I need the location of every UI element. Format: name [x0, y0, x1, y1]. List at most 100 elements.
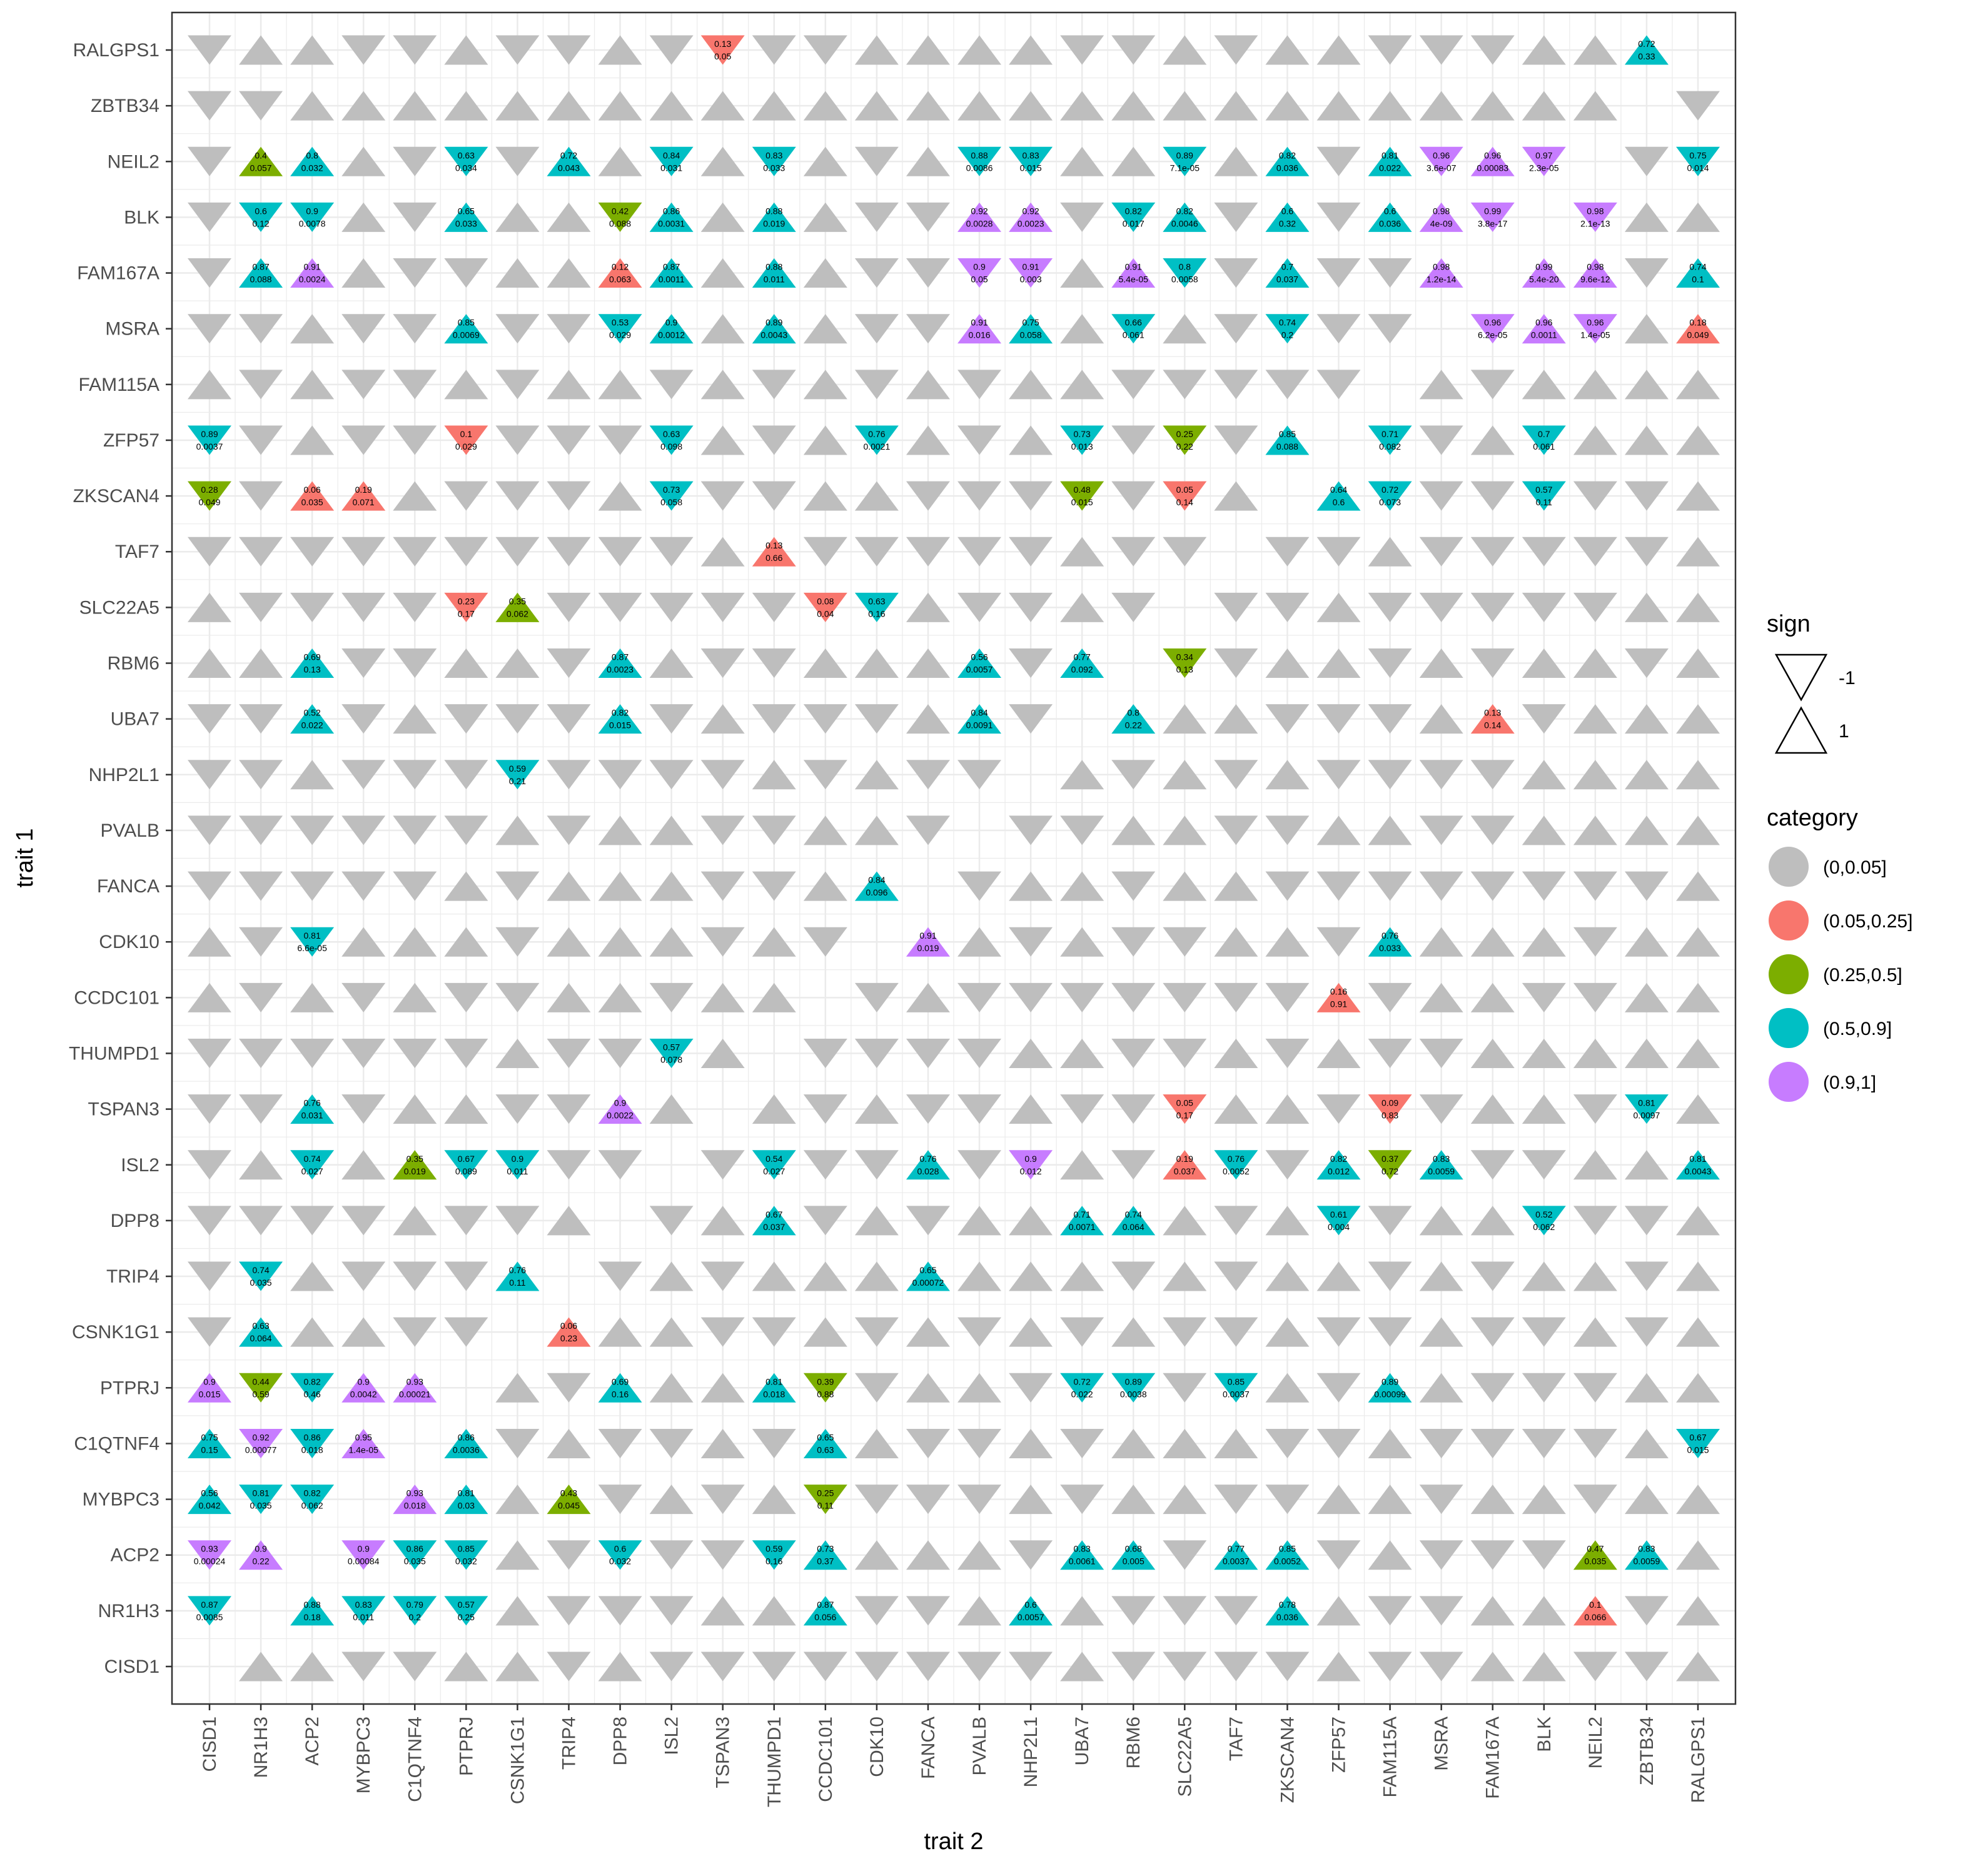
triangle-point	[906, 202, 950, 232]
triangle-point	[1265, 1317, 1310, 1347]
triangle-point	[188, 1150, 231, 1180]
highlighted-triangle-point	[290, 202, 335, 232]
y-tick-label: MYBPC3	[83, 1490, 159, 1510]
legend-category-swatch	[1769, 1062, 1809, 1102]
point-label-bottom: 6.6e-05	[297, 943, 327, 953]
x-axis-title: trait 2	[924, 1828, 983, 1855]
triangle-point	[803, 314, 847, 344]
point-label-bottom: 0.0031	[658, 218, 685, 228]
point-label-top: 0.85	[1279, 1544, 1296, 1554]
legend-category-label: (0,0.05]	[1823, 857, 1887, 878]
y-tick-label: ZBTB34	[91, 96, 159, 116]
triangle-point	[957, 425, 1002, 455]
triangle-point	[957, 760, 1002, 790]
triangle-point	[1316, 648, 1361, 678]
point-label-top: 0.98	[1587, 206, 1604, 216]
x-tick-label: FAM115A	[1380, 1717, 1401, 1798]
point-label-bottom: 0.12	[252, 218, 269, 228]
triangle-point	[1163, 537, 1207, 567]
point-label-top: 0.82	[304, 1376, 321, 1386]
triangle-point	[1419, 1038, 1463, 1068]
triangle-point	[906, 370, 950, 400]
triangle-point	[393, 1652, 437, 1682]
point-label-bottom: 0.0023	[607, 665, 634, 675]
point-label-bottom: 0.00021	[399, 1389, 431, 1399]
y-tick-label: NEIL2	[108, 151, 159, 172]
highlighted-triangle-point	[1368, 927, 1412, 957]
triangle-point	[1214, 815, 1258, 845]
point-label-bottom: 0.092	[1071, 665, 1093, 675]
y-tick-label: MSRA	[105, 319, 159, 340]
triangle-point	[752, 1317, 796, 1347]
triangle-point	[495, 1652, 540, 1682]
point-label-bottom: 0.011	[507, 1166, 528, 1176]
highlighted-triangle-point	[444, 202, 488, 232]
triangle-point	[1470, 871, 1515, 901]
triangle-point	[700, 258, 745, 288]
point-label-top: 0.74	[1125, 1209, 1142, 1219]
triangle-point	[700, 537, 745, 567]
point-label-bottom: 0.035	[1584, 1556, 1606, 1566]
triangle-point	[1316, 1540, 1361, 1570]
triangle-point	[854, 1094, 899, 1124]
triangle-point	[1624, 202, 1669, 232]
highlighted-triangle-point	[1265, 258, 1310, 288]
highlighted-triangle-point	[341, 1596, 386, 1626]
triangle-point	[1419, 1485, 1463, 1515]
point-label-bottom: 3.6e-07	[1427, 163, 1457, 173]
highlighted-triangle-point	[290, 1485, 335, 1515]
x-axis-ticks: CISD1 NR1H3 ACP2 MYBPC3 C1QTNF4 PTPRJ CSNK1G1 T…	[200, 1704, 1709, 1807]
point-label-top: 0.75	[1022, 318, 1039, 328]
triangle-point	[700, 481, 745, 511]
triangle-point	[547, 258, 591, 288]
triangle-point	[752, 1652, 796, 1682]
triangle-point	[649, 1094, 694, 1124]
y-tick-label: RBM6	[108, 653, 159, 674]
highlighted-triangle-point	[188, 1428, 231, 1458]
point-label-top: 0.4	[255, 150, 267, 160]
triangle-point	[239, 481, 283, 511]
point-label-top: 0.89	[1176, 150, 1193, 160]
point-label-top: 0.61	[1330, 1209, 1347, 1219]
highlighted-triangle-point	[1163, 425, 1207, 455]
triangle-point	[444, 1652, 488, 1682]
triangle-point	[495, 1485, 540, 1515]
triangle-point	[906, 35, 950, 65]
point-label-bottom: 0.22	[1176, 441, 1193, 451]
triangle-point	[1316, 258, 1361, 288]
y-tick-label: SLC22A5	[79, 597, 159, 618]
triangle-point	[1009, 1652, 1053, 1682]
point-label-bottom: 0.0011	[659, 275, 685, 285]
highlighted-triangle-point	[239, 146, 283, 176]
highlighted-triangle-point	[444, 425, 488, 455]
triangle-point	[1214, 592, 1258, 622]
highlighted-triangle-point	[1060, 1206, 1104, 1236]
triangle-point	[239, 537, 283, 567]
triangle-point	[854, 982, 899, 1012]
triangle-point	[444, 1094, 488, 1124]
triangle-point	[1676, 982, 1720, 1012]
triangle-point	[1419, 704, 1463, 734]
triangle-point	[598, 537, 642, 567]
point-label-top: 0.71	[1382, 429, 1398, 439]
triangle-point	[1368, 258, 1412, 288]
triangle-point	[1316, 592, 1361, 622]
point-label-top: 0.67	[765, 1209, 782, 1219]
triangle-point	[547, 704, 591, 734]
triangle-point	[1419, 1317, 1463, 1347]
point-label-bottom: 0.062	[507, 608, 528, 618]
triangle-point	[1624, 760, 1669, 790]
triangle-point	[957, 1652, 1002, 1682]
legend-category-label: (0.9,1]	[1823, 1072, 1876, 1093]
highlighted-triangle-point	[290, 1373, 335, 1403]
triangle-point	[700, 202, 745, 232]
triangle-point	[1522, 370, 1566, 400]
triangle-point	[495, 815, 540, 845]
triangle-point	[188, 704, 231, 734]
highlighted-triangle-point	[444, 1596, 488, 1626]
highlighted-triangle-point	[290, 704, 335, 734]
point-label-top: 0.05	[1176, 1098, 1193, 1108]
highlighted-triangle-point	[957, 146, 1002, 176]
highlighted-triangle-point	[649, 1038, 694, 1068]
triangle-point	[700, 1317, 745, 1347]
